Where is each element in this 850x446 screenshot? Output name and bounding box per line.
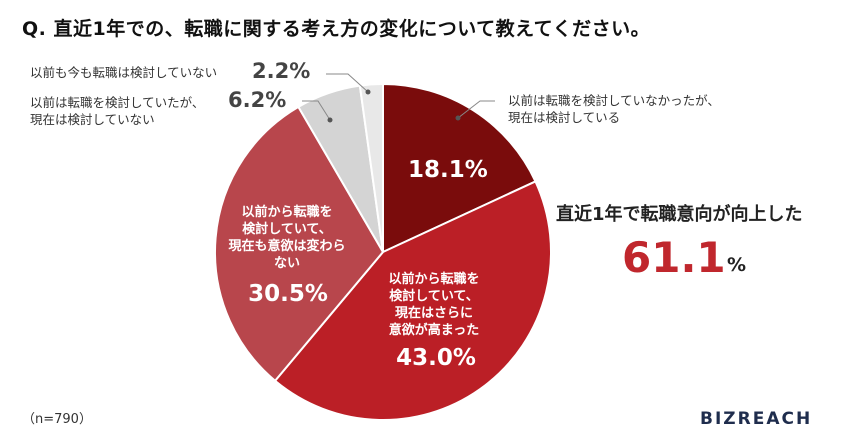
summary-label: 直近1年で転職意向が向上した (556, 204, 803, 225)
brand-logo: BIZREACH (700, 409, 813, 429)
slice-label-1-line-4: 意欲が高まった (388, 323, 480, 338)
slice-label-2-line-2: 検討していて、 (242, 222, 332, 237)
pie-slice-2 (214, 105, 385, 383)
slice-label-3-line-2: 現在は検討していない (30, 112, 155, 127)
pie-slice-0 (382, 82, 537, 254)
slice-label-1: 以前から転職を 検討していて、 現在はさらに 意欲が高まった (378, 271, 490, 339)
pie-slice-1 (273, 180, 552, 421)
slice-label-1-line-3: 現在はさらに (394, 306, 473, 321)
pie-slice-4 (358, 82, 384, 253)
slice-label-0-line-2: 現在は検討している (508, 110, 621, 125)
leader-dot-slice-0 (455, 115, 461, 121)
slice-value-4: 2.2% (252, 59, 311, 83)
leader-dot-slice-4 (365, 89, 371, 95)
slice-label-1-line-1: 以前から転職を (388, 272, 480, 287)
sample-size-note: （n=790） (22, 412, 92, 427)
slice-label-2: 以前から転職を 検討していて、 現在も意欲は変わら ない (212, 204, 362, 272)
slice-label-1-line-2: 検討していて、 (389, 289, 479, 304)
slice-label-0-line-1: 以前は転職を検討していなかったが、 (508, 93, 720, 108)
slice-value-3: 6.2% (228, 88, 287, 112)
leader-line-slice-0 (457, 100, 495, 119)
chart-title: Q. 直近1年での、転職に関する考え方の変化について教えてください。 (22, 18, 651, 40)
slice-label-2-line-3: 現在も意欲は変わら (228, 239, 346, 254)
slice-value-0: 18.1% (408, 157, 488, 183)
slice-label-2-line-1: 以前から転職を (241, 205, 333, 220)
slice-label-0: 以前は転職を検討していなかったが、 現在は検討している (508, 92, 720, 126)
leader-dot-slice-3 (327, 117, 333, 123)
summary-unit: % (727, 254, 747, 276)
slice-value-2: 30.5% (248, 281, 328, 307)
leader-line-slice-3 (302, 100, 331, 121)
leader-line-slice-4 (326, 73, 369, 93)
slice-label-3: 以前は転職を検討していたが、 現在は検討していない (30, 94, 204, 128)
slice-label-2-line-4: ない (273, 256, 300, 271)
slice-label-3-line-1: 以前は転職を検討していたが、 (30, 95, 205, 110)
slice-label-4: 以前も今も転職は検討していない (30, 65, 218, 80)
slice-value-1: 43.0% (396, 345, 476, 371)
summary-value: 61.1 (622, 233, 726, 282)
